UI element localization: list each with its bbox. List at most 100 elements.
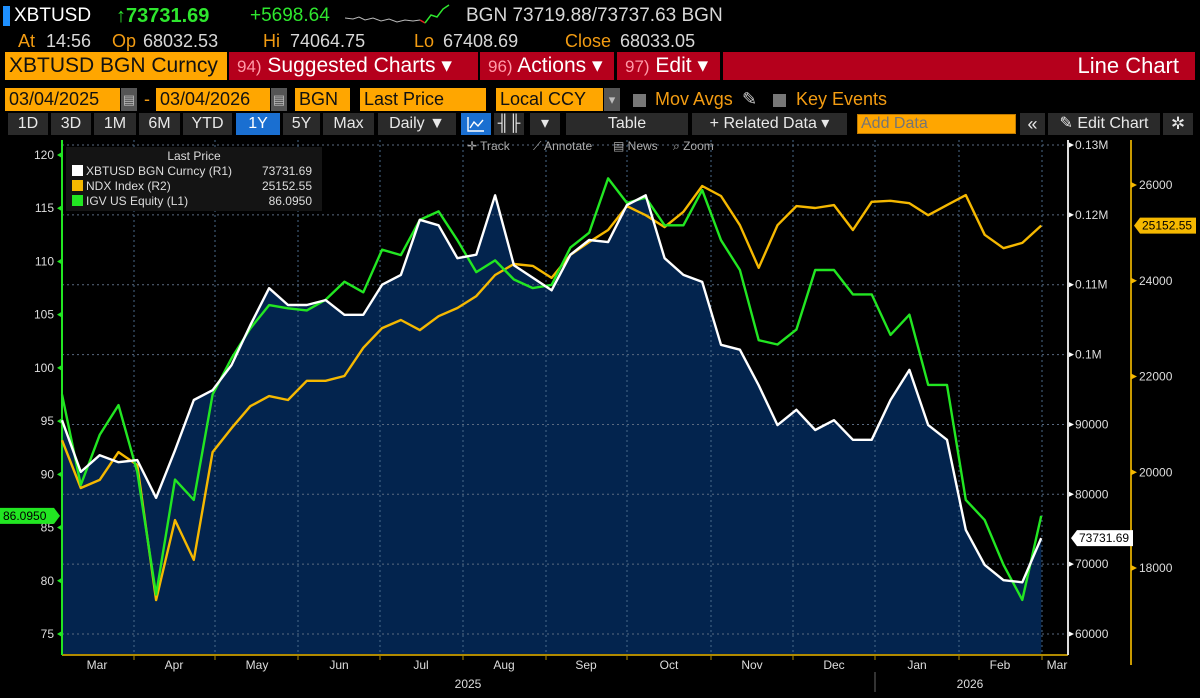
range-5y[interactable]: 5Y [283,113,320,135]
date-separator: - [144,89,150,109]
chart-type-dropdown-icon[interactable]: ▾ [530,113,560,135]
news-tool[interactable]: ▤ News [613,139,658,153]
legend-swatch [72,195,83,206]
gear-icon[interactable]: ✲ [1163,113,1193,135]
track-tool[interactable]: ✛ Track [467,139,510,153]
at-label: At [18,31,36,51]
r2-tick-label: 18000 [1139,561,1173,575]
r1-tick-label: 0.11M [1075,278,1107,292]
r1-tick-mark [1068,281,1074,288]
r2-last-value-tag-bg [1134,217,1196,234]
end-date-input[interactable]: 03/04/2026 [156,88,270,111]
r1-tick-mark [1068,421,1074,428]
actions-label: Actions ▾ [517,54,603,77]
l1-tick-mark [57,471,62,478]
range-3d[interactable]: 3D [51,113,91,135]
l1-tick-label: 110 [35,254,54,268]
r1-tick-label: 90000 [1075,417,1109,431]
legend-swatch [72,180,83,191]
l1-tick-label: 115 [35,201,54,215]
l1-last-value-tag-bg [0,507,60,524]
r1-tick-mark [1068,351,1074,358]
related-data-button[interactable]: + Related Data ▾ [692,113,847,135]
legend-item-igv[interactable]: IGV US Equity (L1) 86.0950 [72,194,316,209]
field-input[interactable]: Last Price [360,88,486,111]
legend-item-xbtusd[interactable]: XBTUSD BGN Curncy (R1) 73731.69 [72,164,316,179]
l1-tick-mark [57,630,62,637]
series-line-ndx [60,184,1043,602]
r1-tick-mark [1068,561,1074,568]
series-line-xbtusd [60,194,1043,584]
legend-item-ndx[interactable]: NDX Index (R2) 25152.55 [72,179,316,194]
key-events-checkbox[interactable] [773,94,786,107]
edit-chart-button[interactable]: ✎ Edit Chart [1048,113,1160,135]
r1-tick-mark [1068,631,1074,638]
legend-series-name: NDX Index [86,179,145,193]
high-value: 74064.75 [290,31,366,51]
legend-series-name: XBTUSD BGN Curncy [86,164,206,178]
zoom-label: Zoom [683,139,714,153]
collapse-button[interactable]: « [1020,113,1045,135]
legend-swatch [72,165,83,176]
add-data-input[interactable] [857,114,1016,134]
r1-tick-label: 0.1M [1075,348,1102,362]
table-button[interactable]: Table [566,113,688,135]
range-max[interactable]: Max [323,113,374,135]
line-chart-icon[interactable] [461,113,491,135]
r1-tick-label: 70000 [1075,557,1109,571]
zoom-tool[interactable]: ⌕ Zoom [673,139,714,153]
range-1m[interactable]: 1M [94,113,136,135]
last-price: ↑73731.69 [116,5,210,27]
start-date-input[interactable]: 03/04/2025 [5,88,120,111]
r2-tick-label: 24000 [1139,274,1173,288]
view-title: Line Chart [723,52,1195,80]
edit-chart-label: Edit Chart [1077,115,1149,132]
suggested-charts-menu[interactable]: 94) Suggested Charts ▾ [229,52,478,80]
mov-avgs-checkbox[interactable] [633,94,646,107]
edit-menu[interactable]: 97) Edit ▾ [617,52,720,80]
range-ytd[interactable]: YTD [183,113,232,135]
frequency-select[interactable]: Daily ▼ [378,113,456,135]
actions-menu[interactable]: 96) Actions ▾ [480,52,614,80]
calendar-icon[interactable]: ▤ [271,88,287,111]
l1-tick-mark [57,524,62,531]
r2-tick-label: 20000 [1139,465,1173,479]
intraday-sparkline [345,4,450,24]
l1-tick-mark [57,364,62,371]
x-year-label: 2025 [455,677,482,691]
l1-tick-label: 85 [41,521,55,535]
l1-tick-mark [57,311,62,318]
r1-tick-label: 0.12M [1075,208,1108,222]
range-1y[interactable]: 1Y [236,113,280,135]
range-1d[interactable]: 1D [8,113,48,135]
legend-axis: (R1) [208,164,233,178]
l1-tick-label: 105 [34,308,54,322]
legend-axis: (L1) [166,194,189,208]
close-value: 68033.05 [620,31,696,51]
chevron-down-icon[interactable]: ▾ [604,88,620,111]
security-field[interactable]: XBTUSD BGN Curncy [5,52,227,80]
legend-value: 73731.69 [261,164,312,178]
mov-avgs-label: Mov Avgs [655,89,733,109]
x-tick-label: Mar [87,658,108,672]
x-year-label: 2026 [957,677,984,691]
bar-chart-icon[interactable]: ╢╟ [494,113,524,135]
l1-tick-label: 75 [41,627,55,641]
legend-series-name: IGV US Equity [86,194,164,208]
pencil-icon[interactable]: ✎ [742,89,758,109]
calendar-icon[interactable]: ▤ [121,88,137,111]
low-label: Lo [414,31,435,51]
x-tick-label: Nov [741,658,762,672]
source-input[interactable]: BGN [295,88,350,111]
ticker-marker [3,6,10,26]
annotate-tool[interactable]: ⟋ Annotate [533,139,593,153]
x-tick-label: Apr [165,658,184,672]
at-value: 14:56 [46,31,92,51]
x-tick-label: May [246,658,269,672]
currency-select[interactable]: Local CCY [496,88,603,111]
l1-tick-mark [57,152,62,158]
close-label: Close [565,31,612,51]
low-value: 67408.69 [443,31,519,51]
range-6m[interactable]: 6M [139,113,180,135]
